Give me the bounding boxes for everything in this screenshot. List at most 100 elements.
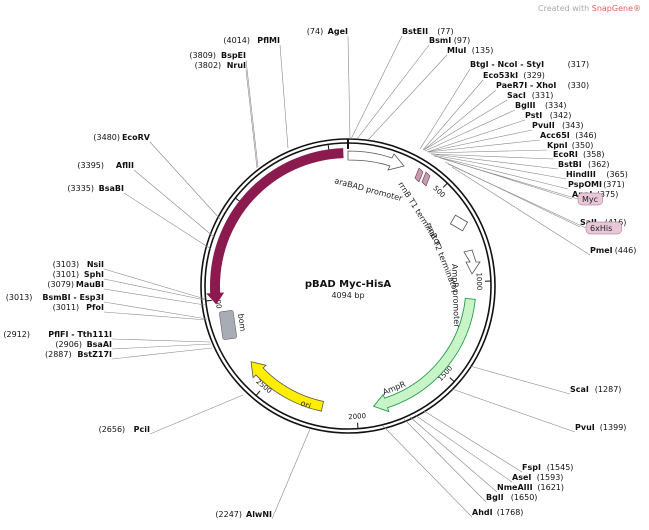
site-name: BsaAI	[87, 340, 112, 349]
restriction-site[interactable]: BstBI (362)	[431, 153, 610, 170]
site-position: (97)	[454, 36, 470, 45]
restriction-site[interactable]: PstI (342)	[426, 111, 571, 153]
site-position: (1545)	[547, 463, 574, 472]
restriction-site[interactable]: KpnI (350)	[428, 141, 593, 154]
plasmid-length: 4094 bp	[331, 291, 364, 300]
restriction-site[interactable]: BsaBI (3335)	[67, 184, 212, 250]
restriction-site[interactable]: MluI (135)	[367, 46, 494, 141]
restriction-site[interactable]: ScaI (1287)	[469, 365, 622, 395]
site-position: (329)	[523, 71, 545, 80]
restriction-site[interactable]: PciI (2656)	[99, 394, 244, 435]
restriction-site[interactable]: BsmBI - Esp3I (3013)	[6, 293, 208, 320]
restriction-site[interactable]: BstEII (77)	[350, 27, 454, 140]
site-position: (371)	[603, 180, 625, 189]
site-position: (2656)	[99, 425, 126, 434]
plasmid-name: pBAD Myc-HisA	[305, 279, 392, 290]
watermark: Created with SnapGene®	[538, 4, 641, 13]
restriction-site[interactable]: AlwNI (2247)	[215, 428, 311, 520]
watermark-prefix: Created with	[538, 4, 592, 13]
restriction-site[interactable]: HindIII (365)	[432, 154, 628, 180]
site-name: BstZ17I	[77, 350, 112, 359]
restriction-site[interactable]: BsaAI (2906)	[55, 340, 212, 350]
site-position: (2906)	[55, 340, 82, 349]
site-name: SphI	[84, 270, 104, 279]
site-position: (358)	[583, 150, 605, 159]
site-position: (135)	[472, 46, 494, 55]
site-leader-line	[431, 153, 559, 170]
site-position: (2912)	[3, 330, 30, 339]
site-leader-line	[432, 154, 567, 180]
restriction-site[interactable]: PaeR7I - XhoI (330)	[423, 81, 589, 151]
site-leader-line	[103, 311, 208, 321]
site-leader-line	[111, 338, 211, 343]
restriction-site[interactable]: AseI (1593)	[414, 414, 564, 483]
restriction-site[interactable]: EcoRV(3480)	[93, 133, 221, 220]
site-name: Eco53kI	[483, 71, 518, 80]
site-name: AlwNI	[246, 510, 272, 519]
site-name: PvuI	[575, 423, 595, 432]
site-leader-line	[149, 394, 244, 435]
restriction-site[interactable]: BspEI (3809)	[189, 51, 259, 168]
site-name: PflFI - Tth111I	[48, 330, 112, 339]
restriction-site[interactable]: PspOMI (371)	[433, 155, 625, 190]
feature-rrnB-T1	[414, 167, 431, 187]
restriction-site[interactable]: SphI (3101)	[53, 270, 206, 301]
site-leader-line	[430, 153, 554, 160]
site-name: EcoRI	[553, 150, 578, 159]
restriction-site[interactable]: NsiI (3103)	[53, 260, 206, 300]
restriction-site[interactable]: AgeI (74)	[307, 27, 351, 140]
restriction-site[interactable]: AhdI (1768)	[382, 425, 523, 518]
restriction-site[interactable]: PflFI - Tth111I (2912)	[3, 330, 211, 343]
restriction-site[interactable]: Eco53kI (329)	[422, 71, 545, 151]
site-position: (1593)	[537, 473, 564, 482]
site-leader-line	[423, 410, 523, 473]
site-name: PspOMI	[568, 180, 602, 189]
feature-ori	[250, 361, 324, 412]
site-position: (74)	[307, 27, 323, 36]
restriction-site[interactable]: PflMI (4014)	[223, 36, 289, 149]
site-name: SacI	[507, 91, 526, 100]
site-leader-line	[356, 44, 430, 140]
site-position: (1287)	[595, 385, 622, 394]
restriction-site[interactable]: BsmI (97)	[356, 36, 470, 140]
site-name: BsmI	[429, 36, 451, 45]
site-leader-line	[428, 149, 548, 154]
tag-feature[interactable]: Myc	[439, 157, 603, 206]
site-position: (375)	[597, 190, 619, 199]
site-name: AflII	[116, 161, 134, 170]
site-name: PvuII	[532, 121, 555, 130]
site-position: (446)	[615, 246, 637, 255]
site-name: NmeAIII	[497, 483, 533, 492]
restriction-site[interactable]: MauBI(3079)	[47, 280, 206, 306]
restriction-site[interactable]: PvuII (343)	[426, 121, 584, 153]
restriction-site[interactable]: NmeAIII (1621)	[409, 416, 564, 493]
restriction-site[interactable]: Acc65I (346)	[427, 131, 597, 153]
restriction-site[interactable]: BstZ17I (2887)	[45, 347, 213, 360]
site-name: NruI	[227, 61, 246, 70]
restriction-site[interactable]: PfoI (3011)	[53, 303, 208, 321]
site-leader-line	[347, 35, 351, 140]
site-layer: AgeI (74) BstEII (77)BsmI (97)MluI (135) BtgI …	[3, 27, 637, 520]
site-name: EcoRV	[122, 133, 151, 142]
tick-mark	[255, 390, 261, 396]
restriction-site[interactable]: PvuI (1399)	[451, 388, 626, 433]
site-position: (3079)	[47, 280, 74, 289]
restriction-site[interactable]: AflII (3395)	[77, 161, 215, 238]
restriction-site[interactable]: NruI (3802)	[195, 61, 258, 169]
restriction-site[interactable]: BtgI - NcoI - StyI (317)	[419, 60, 589, 150]
site-position: (1650)	[511, 493, 538, 502]
tick-mark	[205, 299, 212, 302]
restriction-site[interactable]: BglII (334)	[424, 101, 567, 152]
restriction-site[interactable]: SacI (331)	[423, 91, 553, 151]
restriction-site[interactable]: FspI (1545)	[423, 410, 574, 473]
tag-feature[interactable]: 6xHis	[447, 163, 622, 235]
restriction-site[interactable]: PmeI (446)	[451, 166, 637, 256]
tick-label: 1000	[475, 272, 484, 290]
restriction-site[interactable]: BglI (1650)	[403, 418, 538, 503]
site-name: BtgI - NcoI - StyI	[470, 60, 544, 69]
site-name: AseI	[512, 473, 531, 482]
site-position: (4014)	[223, 36, 250, 45]
restriction-site[interactable]: EcoRI (358)	[430, 150, 605, 160]
site-name: PaeR7I - XhoI	[496, 81, 556, 90]
